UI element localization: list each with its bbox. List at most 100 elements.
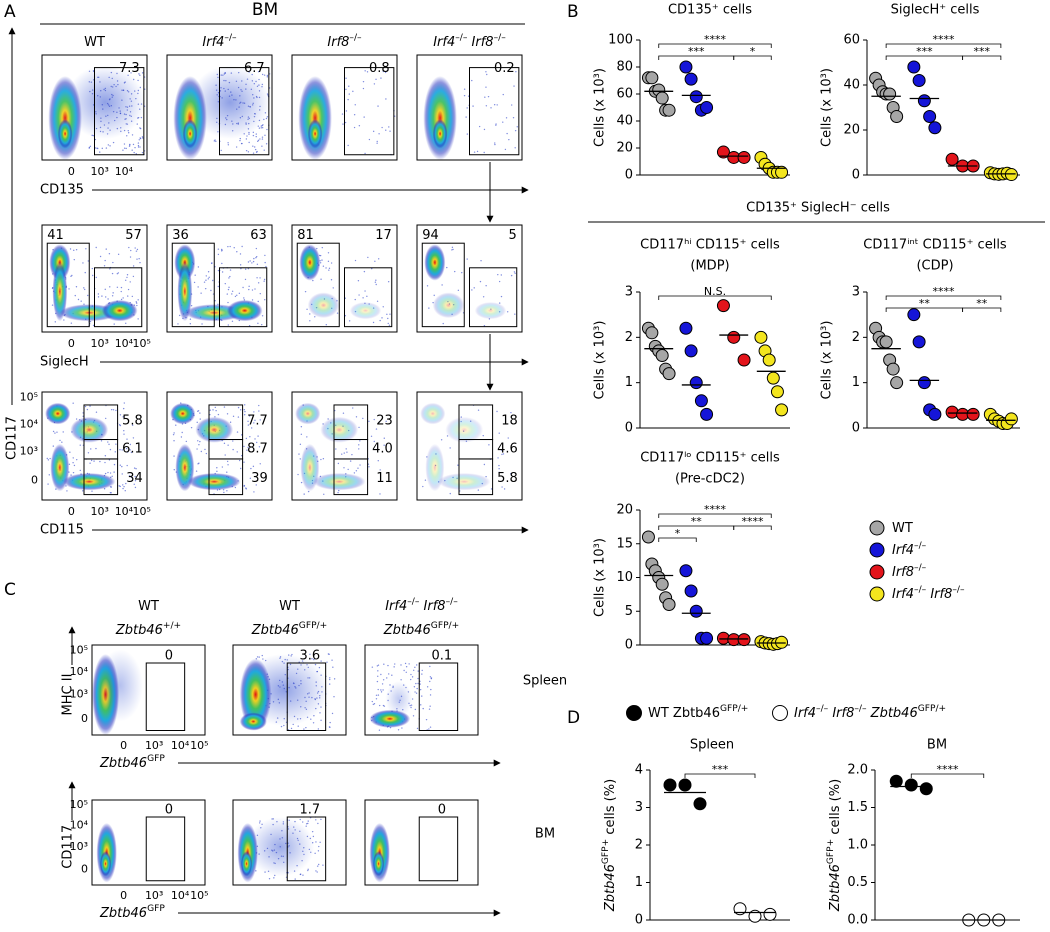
event	[490, 488, 493, 490]
event	[258, 410, 260, 412]
event	[304, 290, 307, 293]
event	[217, 285, 219, 288]
event	[329, 677, 331, 679]
density	[424, 244, 446, 281]
event	[221, 262, 223, 265]
y-tick-label: 4	[635, 763, 643, 778]
event	[253, 115, 256, 118]
event	[416, 687, 418, 690]
event	[235, 99, 237, 101]
row-label: Spleen	[523, 674, 567, 689]
event	[138, 139, 140, 141]
event	[264, 871, 266, 873]
event	[282, 821, 285, 823]
event	[237, 123, 239, 125]
event	[285, 691, 288, 693]
gate-value: 18	[501, 414, 518, 429]
event	[314, 852, 316, 855]
event	[108, 459, 111, 461]
event	[255, 151, 258, 153]
y-axis-label: Cells (x 10³)	[820, 68, 835, 147]
event	[283, 861, 285, 864]
event	[137, 103, 140, 105]
event	[228, 95, 231, 97]
event	[379, 493, 381, 495]
event	[429, 680, 431, 683]
gate-value: 8.7	[247, 442, 268, 457]
event	[319, 841, 321, 844]
flow-plot: 18 4.6 5.8	[416, 391, 523, 501]
event	[359, 464, 361, 466]
event	[68, 288, 70, 290]
event	[383, 437, 385, 439]
event	[329, 721, 331, 724]
event	[113, 463, 116, 466]
event	[261, 136, 264, 138]
event	[69, 248, 72, 250]
text-part: Irf8	[467, 35, 493, 50]
event	[129, 443, 132, 446]
text-part: Zbtb46	[603, 864, 618, 912]
event	[125, 447, 128, 450]
density	[349, 302, 382, 320]
event	[364, 70, 366, 72]
event	[223, 491, 225, 494]
event	[222, 74, 224, 76]
event	[243, 485, 245, 487]
event	[378, 704, 381, 707]
event	[75, 249, 78, 251]
event	[266, 76, 269, 78]
event	[304, 696, 306, 699]
event	[76, 458, 78, 461]
event	[123, 147, 126, 149]
event	[226, 413, 229, 415]
event	[311, 696, 313, 699]
event	[421, 673, 423, 675]
event	[227, 444, 229, 446]
event	[343, 452, 345, 454]
event	[304, 669, 306, 671]
event	[249, 477, 252, 480]
event	[473, 287, 475, 289]
data-point	[775, 165, 789, 179]
event	[132, 143, 135, 146]
event	[134, 475, 136, 478]
event	[271, 818, 273, 820]
event	[242, 102, 244, 104]
superscript: –/–	[914, 563, 927, 573]
event	[383, 663, 385, 665]
event	[122, 407, 125, 410]
y-tick-label: 0	[81, 712, 88, 725]
event	[173, 455, 175, 457]
event	[129, 98, 131, 100]
data-point	[700, 631, 714, 645]
event	[309, 320, 311, 322]
event	[189, 318, 192, 320]
event	[126, 438, 128, 440]
x-tick-label: 10³	[91, 337, 109, 350]
significance-bracket	[910, 773, 985, 778]
y-tick-label: 0	[625, 421, 633, 436]
event	[240, 142, 243, 145]
y-tick-label: 0	[81, 863, 88, 876]
event	[377, 105, 379, 107]
event	[104, 461, 106, 464]
column-header: WT	[138, 599, 159, 614]
event	[408, 663, 410, 665]
data-point	[919, 782, 933, 796]
event	[380, 689, 382, 691]
event	[125, 482, 127, 485]
x-tick-label: 0	[68, 165, 75, 178]
significance-bracket	[733, 55, 772, 60]
event	[255, 95, 258, 98]
text-part: Irf8	[419, 599, 445, 614]
density	[313, 473, 366, 491]
data-point	[679, 564, 693, 578]
event	[430, 688, 432, 691]
event	[250, 88, 253, 91]
event	[115, 443, 117, 445]
density	[48, 76, 82, 160]
event	[377, 688, 379, 691]
chart-title: CD135⁺ cells	[668, 3, 752, 18]
event	[103, 265, 106, 267]
